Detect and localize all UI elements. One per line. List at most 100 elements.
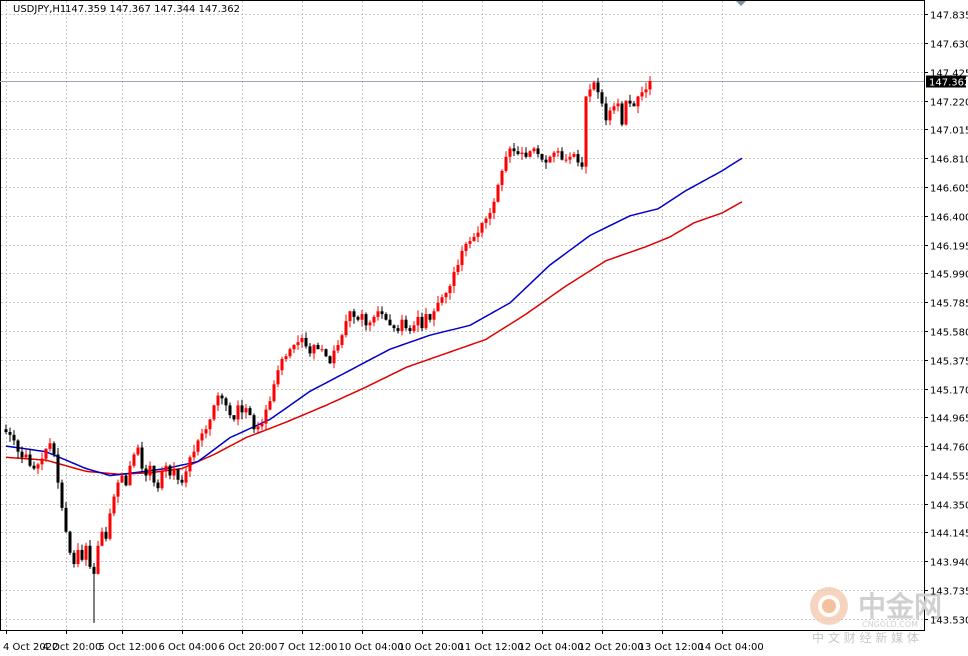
candle-body [460,250,464,265]
candle-body [568,156,572,160]
candle-body [284,356,288,360]
candle-body [348,311,352,322]
candle-body [268,401,272,410]
y-tick-label: 145.580 [930,328,968,339]
candle-body [644,89,648,93]
candle-body [340,335,344,345]
candle-body [244,408,248,413]
candle-body [432,311,436,320]
candle-body [76,549,80,565]
candle-body [276,370,280,385]
candle-body [212,405,216,420]
candle-body [352,311,356,317]
candle-body [316,344,320,350]
candle-body [312,344,316,354]
candle-body [252,415,256,430]
candle-body [152,465,156,483]
y-tick-label: 143.940 [930,558,968,569]
candle-body [356,316,360,320]
candle-body [396,328,400,331]
candle-body [572,154,576,157]
candle-body [464,243,468,251]
candle-body [404,319,408,329]
y-tick-label: 144.145 [930,529,968,540]
candle-body [576,154,580,163]
candle-body [384,314,388,320]
candle-body [392,325,396,329]
candle-body [444,293,448,298]
candle-body [540,154,544,160]
y-tick-label: 146.195 [930,242,968,253]
candle-body [100,531,104,546]
candle-body [168,465,172,476]
candle-body [376,311,380,317]
y-tick-label: 146.400 [930,213,968,224]
candle-body [116,482,120,497]
candle-body [104,531,108,539]
x-tick-label: 6 Oct 20:00 [219,642,278,653]
candle-body [292,344,296,350]
y-tick-label: 147.835 [930,11,968,22]
candle-body [228,405,232,416]
candle-body [596,82,600,93]
candle-body [96,545,100,574]
candle-body [200,433,204,441]
candle-body [544,159,548,163]
candle-body [436,302,440,312]
x-tick-label: 4 Oct 20:00 [43,642,102,653]
candle-body [372,316,376,323]
candle-body [124,475,128,486]
candle-body [640,92,644,97]
candle-body [320,349,324,351]
candle-body [600,92,604,104]
candle-body [420,316,424,329]
candle-body [24,454,28,458]
y-tick-label: 146.810 [930,155,968,166]
candle-body [300,337,304,343]
y-tick-label: 144.965 [930,414,968,425]
chart-symbol: USDJPY,H1 [13,4,66,15]
candle-body [64,507,68,532]
x-tick-label: 4 Oct 2022 [3,642,58,653]
candle-body [500,170,504,185]
candle-body [264,409,268,424]
candle-body [80,549,84,560]
candle-body [504,156,508,171]
y-tick-label: 145.990 [930,270,968,281]
triangle-down-icon[interactable] [736,1,746,6]
candle-body [424,314,428,329]
candle-body [180,479,184,483]
y-tick-label: 147.425 [930,69,968,80]
candle-body [556,151,560,153]
ma-slow-path [5,201,743,475]
candle-body [36,464,40,469]
candle-body [208,419,212,430]
candle-body [304,337,308,347]
candle-body [260,423,264,427]
candle-body [332,350,336,364]
candle-body [564,159,568,161]
candle-body [484,218,488,223]
candle-body [144,468,148,476]
candle-body [416,316,420,326]
candle-body [408,328,412,331]
x-tick-label: 13 Oct 12:00 [639,642,704,653]
y-tick-label: 143.735 [930,587,968,598]
x-tick-label: 12 Oct 20:00 [579,642,644,653]
candle-body [120,475,124,483]
candle-body [632,103,636,107]
candle-body [48,443,52,449]
candle-body [560,151,564,160]
candle-body [8,432,12,435]
y-tick-label: 143.530 [930,616,968,627]
candle-body [380,311,384,315]
y-tick-label: 145.170 [930,386,968,397]
candle-body [40,458,44,465]
ma-slow-line [5,201,743,475]
candle-body [328,356,332,364]
x-tick-label: 10 Oct 04:00 [339,642,404,653]
candle-body [188,457,192,472]
watermark-name: 中金网 [858,590,942,623]
